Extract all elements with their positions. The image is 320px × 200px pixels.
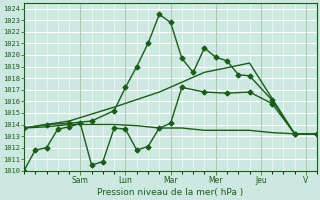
X-axis label: Pression niveau de la mer( hPa ): Pression niveau de la mer( hPa ) xyxy=(98,188,244,197)
